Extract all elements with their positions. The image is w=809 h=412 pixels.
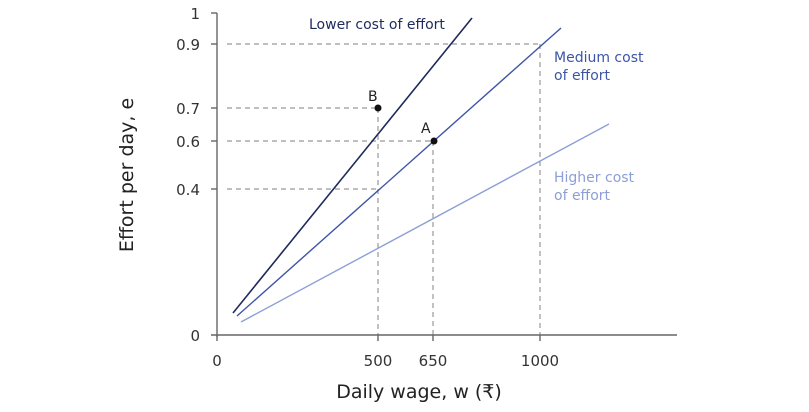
y-tick-label-0.4: 0.4 (176, 181, 200, 199)
y-tick-label-1: 1 (190, 5, 200, 23)
x-tick-label-500: 500 (364, 352, 393, 370)
x-tick-label-650: 650 (419, 352, 448, 370)
label-lower-cost: Lower cost of effort (309, 17, 445, 33)
y-tick-label-0.9: 0.9 (176, 36, 200, 54)
line-medium-cost (236, 27, 562, 317)
y-tick-label-0.6: 0.6 (176, 133, 200, 151)
y-axis-title: Effort per day, e (116, 98, 138, 252)
y-tick-label-0: 0 (190, 327, 200, 345)
label-higher-cost-line2: of effort (554, 188, 611, 204)
line-lower-cost (232, 17, 473, 314)
reference-lines (227, 43, 541, 335)
label-higher-cost-line1: Higher cost (554, 170, 635, 186)
point-a-label: A (421, 121, 431, 137)
point-a (430, 137, 438, 145)
y-tick-label-0.7: 0.7 (176, 100, 200, 118)
label-medium-cost-line1: Medium cost (554, 50, 644, 66)
x-tick-label-0: 0 (212, 352, 222, 370)
x-axis-title: Daily wage, w (₹) (336, 381, 502, 403)
point-b (374, 104, 382, 112)
label-medium-cost-line2: of effort (554, 68, 611, 84)
point-b-label: B (368, 89, 378, 105)
x-tick-label-1000: 1000 (521, 352, 559, 370)
line-higher-cost (240, 123, 610, 323)
